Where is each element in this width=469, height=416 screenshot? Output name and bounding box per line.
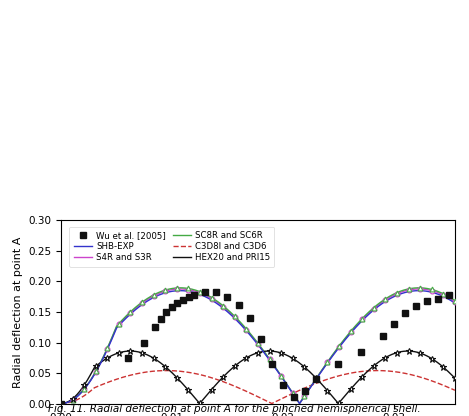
C3D8I and C3D6 (218, 378, 223, 383)
SC8R and SC6R (329, 354, 334, 359)
Wu et al. [2005] (258, 337, 264, 342)
HEX20 and PRI15 (329, 393, 335, 398)
Y-axis label: Radial deflection at point A: Radial deflection at point A (13, 236, 23, 388)
Wu et al. [2005] (125, 355, 130, 360)
Wu et al. [2005] (313, 376, 319, 381)
Wu et al. [2005] (358, 349, 363, 354)
SC8R and SC6R (416, 285, 422, 290)
SC8R and SC6R (218, 301, 223, 306)
Wu et al. [2005] (158, 317, 164, 322)
SC8R and SC6R (98, 359, 104, 364)
Wu et al. [2005] (446, 292, 452, 297)
HEX20 and PRI15 (373, 362, 378, 367)
HEX20 and PRI15 (98, 359, 104, 364)
SHB-EXP (58, 401, 64, 406)
S4R and S3R (218, 302, 223, 307)
Wu et al. [2005] (413, 303, 419, 308)
SHB-EXP (416, 288, 422, 293)
Wu et al. [2005] (291, 395, 297, 400)
Wu et al. [2005] (225, 294, 230, 299)
Line: Wu et al. [2005]: Wu et al. [2005] (58, 289, 452, 406)
SHB-EXP (365, 312, 371, 317)
Legend: Wu et al. [2005], SHB-EXP, S4R and S3R, SC8R and SC6R, C3D8I and C3D6, HEX20 and: Wu et al. [2005], SHB-EXP, S4R and S3R, … (69, 227, 274, 267)
S4R and S3R (416, 287, 422, 292)
Wu et al. [2005] (191, 292, 197, 297)
SHB-EXP (372, 306, 378, 311)
HEX20 and PRI15 (366, 368, 371, 373)
Line: SC8R and SC6R: SC8R and SC6R (61, 288, 455, 404)
SHB-EXP (218, 303, 223, 308)
Wu et al. [2005] (174, 300, 180, 305)
HEX20 and PRI15 (452, 376, 458, 381)
S4R and S3R (365, 311, 371, 316)
Wu et al. [2005] (280, 383, 286, 388)
Line: SHB-EXP: SHB-EXP (61, 291, 455, 404)
Wu et al. [2005] (380, 334, 386, 339)
HEX20 and PRI15 (232, 364, 238, 369)
Wu et al. [2005] (247, 316, 252, 321)
Wu et al. [2005] (203, 290, 208, 295)
C3D8I and C3D6 (452, 388, 458, 393)
Wu et al. [2005] (336, 362, 341, 366)
SC8R and SC6R (452, 298, 458, 303)
C3D8I and C3D6 (374, 368, 380, 373)
Wu et al. [2005] (180, 297, 186, 302)
S4R and S3R (329, 354, 334, 359)
HEX20 and PRI15 (58, 401, 64, 406)
Wu et al. [2005] (58, 401, 64, 406)
SHB-EXP (452, 301, 458, 306)
Wu et al. [2005] (186, 295, 191, 300)
Wu et al. [2005] (402, 311, 408, 316)
C3D8I and C3D6 (372, 368, 378, 373)
HEX20 and PRI15 (128, 349, 133, 354)
C3D8I and C3D6 (58, 401, 64, 406)
Line: HEX20 and PRI15: HEX20 and PRI15 (61, 351, 455, 404)
Wu et al. [2005] (424, 299, 430, 304)
C3D8I and C3D6 (98, 382, 104, 387)
SC8R and SC6R (232, 314, 237, 319)
Wu et al. [2005] (436, 296, 441, 301)
S4R and S3R (98, 359, 104, 364)
SC8R and SC6R (58, 401, 64, 406)
Wu et al. [2005] (141, 340, 147, 345)
S4R and S3R (232, 314, 237, 319)
SHB-EXP (98, 360, 104, 365)
S4R and S3R (452, 299, 458, 304)
Wu et al. [2005] (213, 290, 219, 295)
Wu et al. [2005] (269, 362, 275, 366)
Wu et al. [2005] (303, 389, 308, 394)
Text: Fig. 11. Radial deflection at point A for the pinched hemispherical shell.: Fig. 11. Radial deflection at point A fo… (48, 404, 421, 414)
Wu et al. [2005] (169, 305, 175, 310)
SHB-EXP (329, 355, 334, 360)
Line: S4R and S3R: S4R and S3R (61, 289, 455, 404)
C3D8I and C3D6 (329, 375, 334, 380)
Wu et al. [2005] (164, 310, 169, 314)
S4R and S3R (372, 305, 378, 310)
C3D8I and C3D6 (232, 384, 237, 389)
C3D8I and C3D6 (365, 369, 371, 374)
SC8R and SC6R (372, 304, 378, 309)
SHB-EXP (232, 316, 237, 321)
Line: C3D8I and C3D6: C3D8I and C3D6 (61, 371, 455, 404)
SC8R and SC6R (365, 310, 371, 315)
HEX20 and PRI15 (218, 377, 224, 382)
Wu et al. [2005] (152, 325, 158, 330)
Wu et al. [2005] (391, 322, 397, 327)
Wu et al. [2005] (236, 302, 242, 307)
S4R and S3R (58, 401, 64, 406)
